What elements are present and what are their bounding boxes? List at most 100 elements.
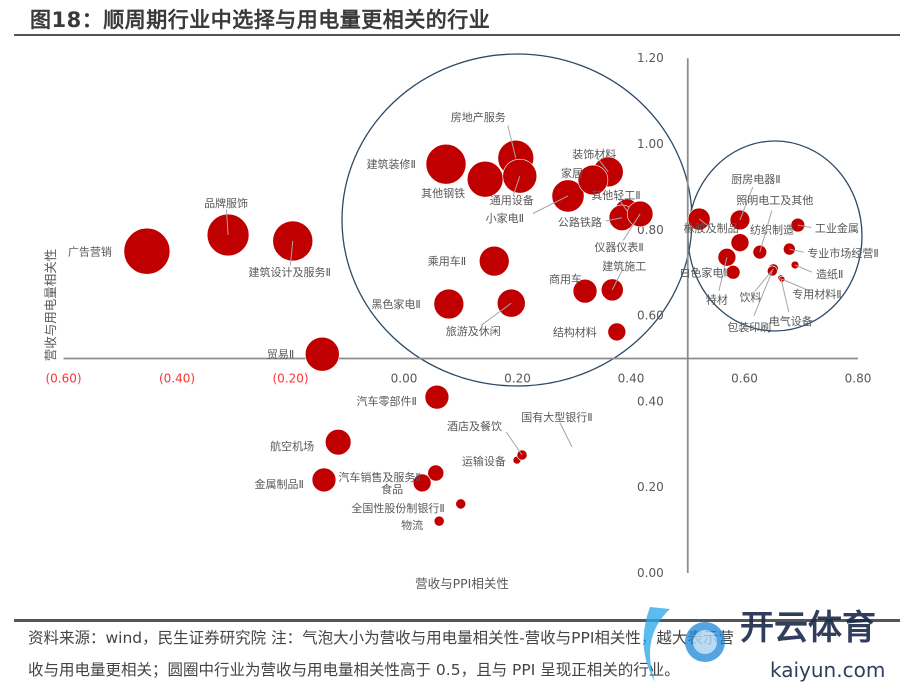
bubble-label: 酒店及餐饮 — [447, 419, 502, 433]
bubble-point — [725, 265, 741, 280]
bubble-label: 贸易Ⅱ — [267, 348, 294, 361]
bubble-label: 结构材料 — [553, 325, 597, 339]
bubble-point — [304, 336, 340, 372]
leader-line — [781, 278, 811, 292]
bubble-label: 旅游及休闲 — [446, 324, 501, 338]
bubble-label: 白色家电Ⅱ — [679, 265, 728, 279]
x-tick-label: 0.00 — [391, 372, 418, 386]
bubble-label: 航空机场 — [270, 439, 314, 453]
bubble-label: 厨房电器Ⅱ — [731, 173, 780, 186]
watermark-logo: 开云体育 kaiyun.com — [630, 597, 900, 687]
bubble-label: 建筑施工 — [602, 259, 646, 273]
bubble-point — [311, 467, 337, 493]
leader-line — [480, 302, 512, 326]
bubble-point — [730, 233, 750, 252]
x-tick-label: 0.60 — [731, 372, 758, 386]
leader-line — [611, 270, 623, 291]
bubble-label: 建筑设计及服务Ⅱ — [249, 265, 331, 279]
leader-line — [225, 209, 229, 235]
bubble-point — [427, 464, 445, 482]
bubble-label: 装饰材料 — [572, 147, 616, 161]
bubble-label: 通用设备 — [490, 193, 534, 207]
bubble-label: 汽车销售及服务Ⅱ — [338, 470, 420, 484]
y-tick-label: 0.40 — [637, 394, 664, 408]
bubble-label: 照明电工及其他 — [736, 194, 813, 207]
bubble-label: 其他轻工Ⅱ — [591, 188, 640, 202]
bubble-label: 橡胶及制品 — [684, 221, 739, 235]
x-tick-label: 0.20 — [504, 372, 531, 386]
bubble-point — [412, 473, 432, 493]
x-tick-label: 0.40 — [618, 372, 645, 386]
bubble-label: 工业金属 — [815, 221, 859, 235]
footer-note-line1: 资料来源：wind，民生证券研究院 注：气泡大小为营收与用电量相关性-营收与PP… — [28, 629, 734, 647]
bubble-label: 房地产服务 — [451, 110, 506, 124]
x-tick-label: (0.20) — [272, 372, 308, 386]
bubble-label: 纺织制造 — [750, 223, 794, 237]
leader-line — [780, 277, 790, 313]
y-tick-label: 1.20 — [637, 51, 664, 65]
bubble-label: 家居 — [561, 166, 583, 180]
bubble-label: 乘用车Ⅱ — [428, 254, 466, 268]
leader-line — [754, 268, 774, 292]
leader-line — [759, 210, 773, 253]
bubble-label: 专用材料Ⅱ — [792, 287, 841, 301]
bubble-label: 国有大型银行Ⅱ — [521, 410, 592, 424]
leader-line — [507, 125, 517, 159]
bubble-point — [572, 278, 598, 304]
watermark-brand: 开云体育 — [740, 608, 876, 648]
bubble-label: 全国性股份制银行Ⅱ — [351, 501, 444, 515]
footer-divider — [14, 619, 900, 622]
bubble-label: 黑色家电Ⅱ — [371, 297, 420, 311]
bubble-point — [455, 498, 467, 510]
bubble-label: 金属制品Ⅱ — [255, 477, 304, 491]
leader-line — [512, 176, 521, 196]
bubble-point — [324, 428, 352, 456]
bubble-label: 饮料 — [739, 290, 761, 304]
leader-line — [794, 264, 813, 273]
bubble-label: 品牌服饰 — [204, 196, 248, 210]
bubble-label: 广告营销 — [68, 244, 112, 258]
leader-line — [617, 197, 628, 212]
bubble-point — [425, 143, 467, 185]
bubble-label: 专业市场经营Ⅱ — [807, 246, 878, 260]
bubble-point — [424, 384, 450, 410]
y-tick-label: 0.60 — [637, 309, 664, 323]
bubble-label: 汽车零部件Ⅱ — [356, 394, 416, 408]
figure-title: 图18：顺周期行业中选择与用电量更相关的行业 — [30, 8, 491, 32]
x-tick-label: (0.40) — [159, 372, 195, 386]
bubble-label: 物流 — [401, 518, 423, 532]
leader-line — [532, 195, 569, 214]
leader-line — [605, 217, 623, 222]
leader-line — [622, 213, 641, 241]
bubble-point — [577, 164, 609, 196]
y-tick-label: 0.20 — [637, 480, 664, 494]
bubble-label: 运输设备 — [462, 454, 506, 468]
leader-line — [559, 422, 573, 448]
x-axis-label: 营收与PPI相关性 — [415, 576, 509, 591]
bubble-label: 公路铁路 — [558, 216, 602, 229]
bubble-label: 特材 — [706, 292, 728, 306]
bubble-point — [433, 288, 465, 320]
watermark-url: kaiyun.com — [770, 658, 885, 682]
leader-line — [797, 224, 812, 228]
bubble-label: 电气设备 — [769, 314, 813, 328]
bubble-label: 造纸Ⅱ — [816, 267, 843, 281]
title-divider — [14, 34, 900, 36]
x-tick-label: (0.60) — [45, 372, 81, 386]
leader-line — [739, 186, 754, 221]
y-tick-label: 1.00 — [637, 137, 664, 151]
y-axis-label: 营收与用电量相关性 — [43, 249, 58, 362]
footer-note-line2: 收与用电量更相关；圆圈中行业为营收与用电量相关性高于 0.5，且与 PPI 呈现… — [28, 661, 680, 679]
bubble-point — [123, 227, 171, 275]
bubble-point — [607, 322, 627, 342]
leader-line — [698, 218, 710, 227]
leader-line — [789, 248, 804, 253]
bubble-label: 食品 — [381, 482, 403, 496]
bubble-point — [466, 160, 504, 198]
bubble-chart: (0.60) (0.40) (0.20) 0.00 0.20 0.40 0.60 0.80 0.… — [43, 51, 879, 591]
leader-line — [753, 270, 773, 316]
bubble-label: 其他钢铁 — [421, 187, 465, 200]
bubble-point — [433, 515, 445, 527]
bubble-label: 包装印刷 — [727, 321, 771, 334]
leader-line — [289, 240, 294, 266]
